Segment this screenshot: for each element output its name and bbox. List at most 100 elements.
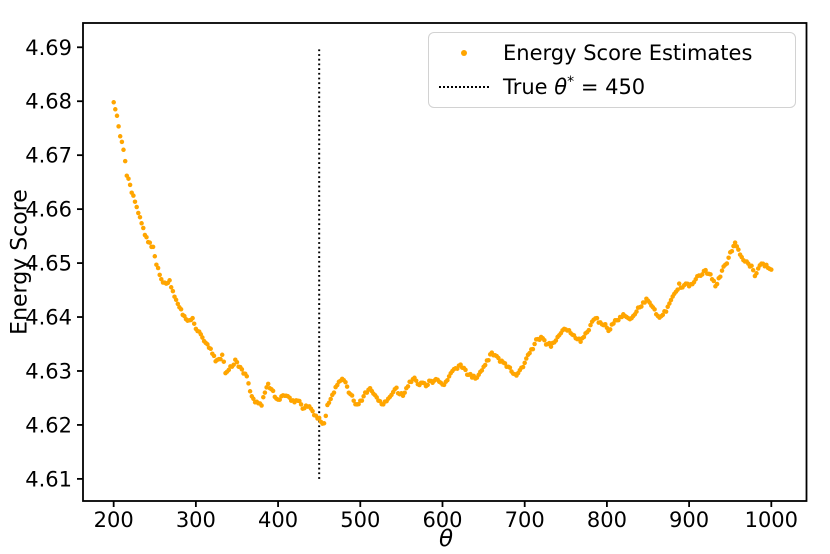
- scatter-point: [114, 113, 120, 119]
- scatter-point: [667, 301, 672, 306]
- scatter-point: [594, 315, 600, 321]
- scatter-point: [147, 240, 153, 245]
- scatter-point: [132, 199, 138, 204]
- scatter-point: [262, 390, 268, 395]
- scatter-point: [603, 321, 608, 327]
- scatter-point: [361, 394, 366, 399]
- scatter-point: [482, 362, 488, 368]
- y-tick-label: 4.63: [25, 359, 72, 383]
- scatter-point: [522, 360, 527, 366]
- scatter-point: [178, 307, 184, 312]
- x-tick-label: 900: [669, 508, 709, 532]
- scatter-point: [144, 234, 149, 240]
- scatter-point: [639, 304, 644, 309]
- x-tick-label: 1000: [745, 508, 798, 532]
- legend-handle: [438, 50, 490, 57]
- scatter-point: [310, 408, 315, 414]
- scatter-point: [234, 359, 240, 365]
- scatter-point: [122, 158, 128, 164]
- scatter-point: [652, 307, 657, 312]
- y-tick-label: 4.64: [25, 306, 72, 330]
- scatter-point: [578, 339, 583, 345]
- scatter-point: [136, 210, 141, 216]
- scatter-point: [152, 254, 158, 259]
- x-tick-label: 400: [258, 508, 298, 532]
- scatter-point: [190, 315, 195, 321]
- scatter-point: [532, 341, 537, 347]
- scatter-point: [708, 272, 713, 277]
- scatter-point: [634, 309, 639, 314]
- scatter-point: [581, 334, 587, 340]
- scatter-point: [137, 214, 143, 220]
- scatter-point: [191, 321, 197, 326]
- legend-handle: [438, 85, 490, 88]
- scatter-point: [359, 398, 365, 403]
- scatter-point: [502, 361, 508, 366]
- scatter-point: [326, 400, 332, 406]
- scatter-point: [141, 225, 146, 231]
- y-tick-label: 4.67: [25, 144, 72, 168]
- scatter-point: [668, 297, 674, 303]
- x-tick-label: 300: [176, 508, 216, 532]
- scatter-point: [479, 368, 485, 373]
- scatter-point: [463, 367, 468, 373]
- scatter-point: [356, 401, 361, 407]
- x-tick-label: 200: [94, 508, 134, 532]
- scatter-point: [261, 394, 266, 400]
- scatter-point: [711, 278, 717, 284]
- scatter-point: [126, 176, 131, 181]
- scatter-point: [607, 327, 613, 332]
- scatter-point: [113, 107, 118, 112]
- scatter-point: [445, 377, 450, 383]
- scatter-point: [208, 346, 213, 352]
- scatter-point: [298, 402, 304, 407]
- x-tick-label: 500: [340, 508, 380, 532]
- scatter-point: [134, 204, 139, 210]
- scatter-point: [205, 342, 210, 347]
- scatter-point: [413, 378, 419, 383]
- scatter-point: [155, 265, 161, 271]
- scatter-point: [663, 309, 669, 314]
- scatter-point: [520, 364, 526, 370]
- scatter-point: [121, 147, 126, 153]
- scatter-point: [718, 274, 723, 279]
- scatter-point: [297, 398, 302, 404]
- scatter-point: [321, 421, 327, 426]
- scatter-point: [496, 355, 501, 361]
- scatter-point: [468, 371, 473, 377]
- scatter-point: [167, 278, 172, 283]
- scatter-point: [219, 352, 225, 358]
- legend-item-true-theta: True θ* = 450: [429, 70, 795, 103]
- scatter-point: [168, 285, 174, 290]
- scatter-point: [218, 356, 223, 362]
- scatter-marker-icon: [461, 50, 467, 57]
- scatter-point: [486, 357, 491, 363]
- scatter-point: [139, 221, 144, 226]
- scatter-point: [119, 139, 125, 145]
- scatter-point: [507, 365, 513, 370]
- scatter-point: [676, 281, 682, 286]
- scatter-point: [769, 267, 774, 272]
- scatter-point: [259, 403, 264, 408]
- x-axis-title: θ: [439, 526, 453, 552]
- scatter-point: [270, 388, 276, 394]
- theta-symbol: θ: [438, 526, 454, 552]
- scatter-point: [542, 337, 547, 343]
- legend-label-true-theta: True θ* = 450: [503, 74, 645, 99]
- legend-label-energy-score: Energy Score Estimates: [503, 41, 753, 66]
- scatter-point: [343, 379, 348, 385]
- x-axis-ticks: 200 300 400 500 600 700 800 900 1000: [94, 501, 798, 532]
- scatter-point: [331, 390, 337, 395]
- x-tick-label: 600: [422, 508, 462, 532]
- scatter-point: [111, 100, 116, 105]
- scatter-point: [244, 374, 250, 379]
- scatter-point: [157, 272, 162, 278]
- scatter-point: [351, 398, 356, 403]
- scatter-point: [349, 393, 355, 398]
- scatter-point: [726, 255, 731, 260]
- scatter-point: [675, 287, 680, 292]
- scatter-point: [239, 367, 245, 372]
- scatter-point: [247, 389, 253, 394]
